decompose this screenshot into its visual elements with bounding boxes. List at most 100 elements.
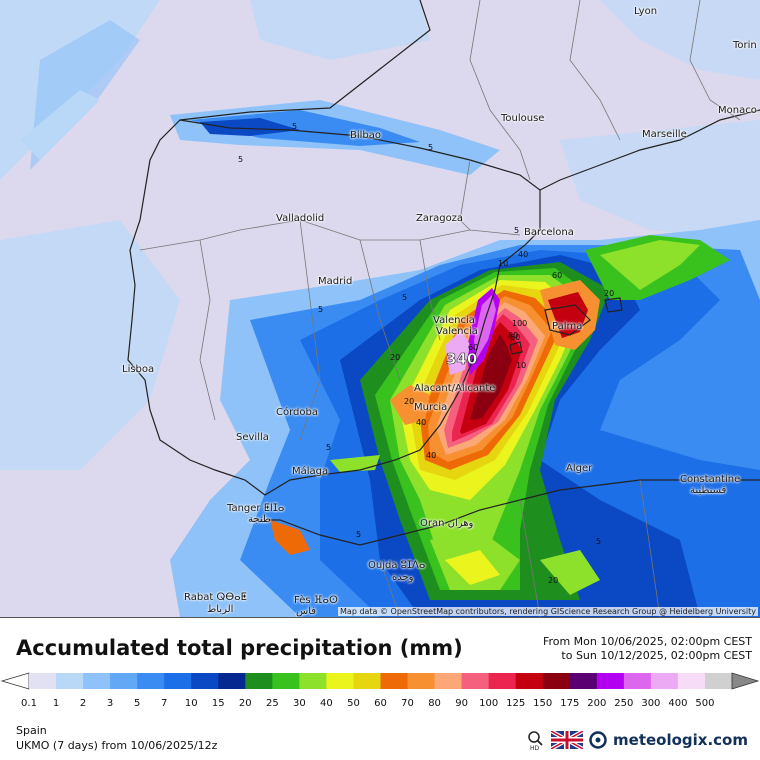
scale-tick-label: 125 [506, 698, 526, 709]
uk-flag-icon[interactable] [551, 731, 584, 749]
scale-swatch [299, 673, 327, 689]
scale-tick-label: 60 [374, 698, 387, 709]
scale-swatch [191, 673, 219, 689]
scale-swatch [164, 673, 192, 689]
scale-swatch [596, 673, 625, 689]
scale-tick-label: 15 [211, 698, 225, 709]
hd-zoom-icon[interactable]: HD [527, 730, 545, 750]
scale-tick-label: 200 [587, 698, 607, 709]
scale-swatch [650, 673, 679, 689]
city-label: Palma [552, 321, 583, 332]
scale-tick-label: 40 [320, 698, 333, 709]
city-label: Madrid [318, 276, 353, 287]
scale-swatch [137, 673, 165, 689]
city-label: Córdoba [276, 407, 318, 418]
scale-tick-label: 80 [428, 698, 441, 709]
scale-tick-label: 150 [533, 698, 553, 709]
meteologix-logo-icon [589, 731, 607, 749]
legend-title: Accumulated total precipitation (mm) [16, 636, 463, 660]
contour-label: 40 [518, 250, 528, 259]
scale-tick-label: 300 [641, 698, 661, 709]
contour-label: 5 [318, 305, 323, 314]
scale-swatch [326, 673, 354, 689]
scale-swatch [407, 673, 436, 689]
scale-swatch [380, 673, 409, 689]
scale-swatch [245, 673, 273, 689]
city-label: Oujda ⵓⵊⴷⴰ [368, 560, 426, 571]
scale-tick-label: 500 [695, 698, 715, 709]
city-label: Tanger ⵟⵏⵊⴰ [227, 503, 285, 514]
city-label: وجدة [392, 572, 414, 583]
scale-swatch [434, 673, 463, 689]
scale-swatch [704, 673, 733, 689]
contour-label: 5 [428, 143, 433, 152]
map-attribution: Map data © OpenStreetMap contributors, r… [338, 607, 758, 616]
city-label: Rabat ⵕⴱⴰⵟ [184, 592, 247, 603]
contour-label: 20 [390, 353, 400, 362]
contour-label: 5 [292, 122, 297, 131]
scale-swatch [488, 673, 517, 689]
peak-value-label: 340 [446, 350, 477, 368]
scale-tick-label: 25 [265, 698, 279, 709]
scale-arrow-low [0, 672, 30, 690]
scale-tick-label: 90 [455, 698, 468, 709]
scale-tick-label: 250 [614, 698, 634, 709]
contour-label: 5 [238, 155, 243, 164]
scale-tick-label: 0.1 [21, 698, 37, 709]
city-label: Torin [733, 40, 757, 51]
precipitation-map[interactable]: 5 5 5 5 5 5 5 5 5 10 10 20 20 20 20 40 40 40 60 60 80 100 80 3… [0, 0, 760, 618]
city-label: الرباط [207, 604, 234, 615]
contour-label: 40 [426, 451, 436, 460]
region-label: Spain [16, 724, 47, 737]
scale-tick-label: 5 [133, 698, 141, 709]
contour-label: 5 [402, 293, 407, 302]
city-label: Barcelona [524, 227, 574, 238]
scale-tick-label: 7 [161, 698, 168, 709]
scale-swatch [569, 673, 598, 689]
color-scale [0, 672, 760, 690]
contour-label: 100 [512, 319, 527, 328]
scale-tick-label: 400 [668, 698, 688, 709]
city-label: Zaragoza [416, 213, 464, 224]
contour-label: 20 [548, 576, 558, 585]
contour-label: 5 [326, 443, 331, 452]
contour-label: 40 [416, 418, 426, 427]
city-label: Murcia [414, 402, 448, 413]
scale-swatch [272, 673, 300, 689]
city-label: Valladolid [276, 213, 325, 224]
scale-tick-label: 1 [52, 698, 60, 709]
scale-tick-label: 70 [401, 698, 414, 709]
city-label: Marseille [642, 129, 687, 140]
scale-swatch [56, 673, 84, 689]
scale-swatch [677, 673, 706, 689]
scale-tick-label: 175 [560, 698, 580, 709]
city-label: Valencia [433, 315, 475, 326]
contour-label: 60 [552, 271, 562, 280]
brand-name[interactable]: meteologix.com [613, 731, 748, 749]
scale-swatch [353, 673, 381, 689]
contour-label: 5 [596, 537, 601, 546]
city-label: Alacant/Alicante [414, 383, 496, 394]
scale-arrow-high [731, 672, 760, 690]
city-label: قسنطينة [690, 485, 727, 496]
scale-tick-label: 2 [79, 698, 87, 709]
contour-label: 60 [468, 343, 478, 352]
city-label: Oran وهران [420, 518, 474, 529]
city-label: Bilbao [350, 130, 382, 141]
city-label: Toulouse [501, 113, 545, 124]
scale-tick-label: 50 [347, 698, 360, 709]
scale-tick-label: 100 [479, 698, 499, 709]
contour-label: 5 [514, 226, 519, 235]
city-label: Fès ⴼⴰⵙ [294, 595, 338, 606]
scale-swatch [83, 673, 111, 689]
scale-swatch [110, 673, 138, 689]
city-label: Valencia [436, 326, 478, 337]
contour-label: 80 [508, 331, 518, 340]
scale-tick-label: 3 [106, 698, 114, 709]
legend-panel: Accumulated total precipitation (mm) Fro… [0, 618, 760, 760]
city-label: Sevilla [236, 432, 269, 443]
brand-area: HD meteologix.com [527, 730, 748, 750]
scale-tick-label: 20 [238, 698, 252, 709]
